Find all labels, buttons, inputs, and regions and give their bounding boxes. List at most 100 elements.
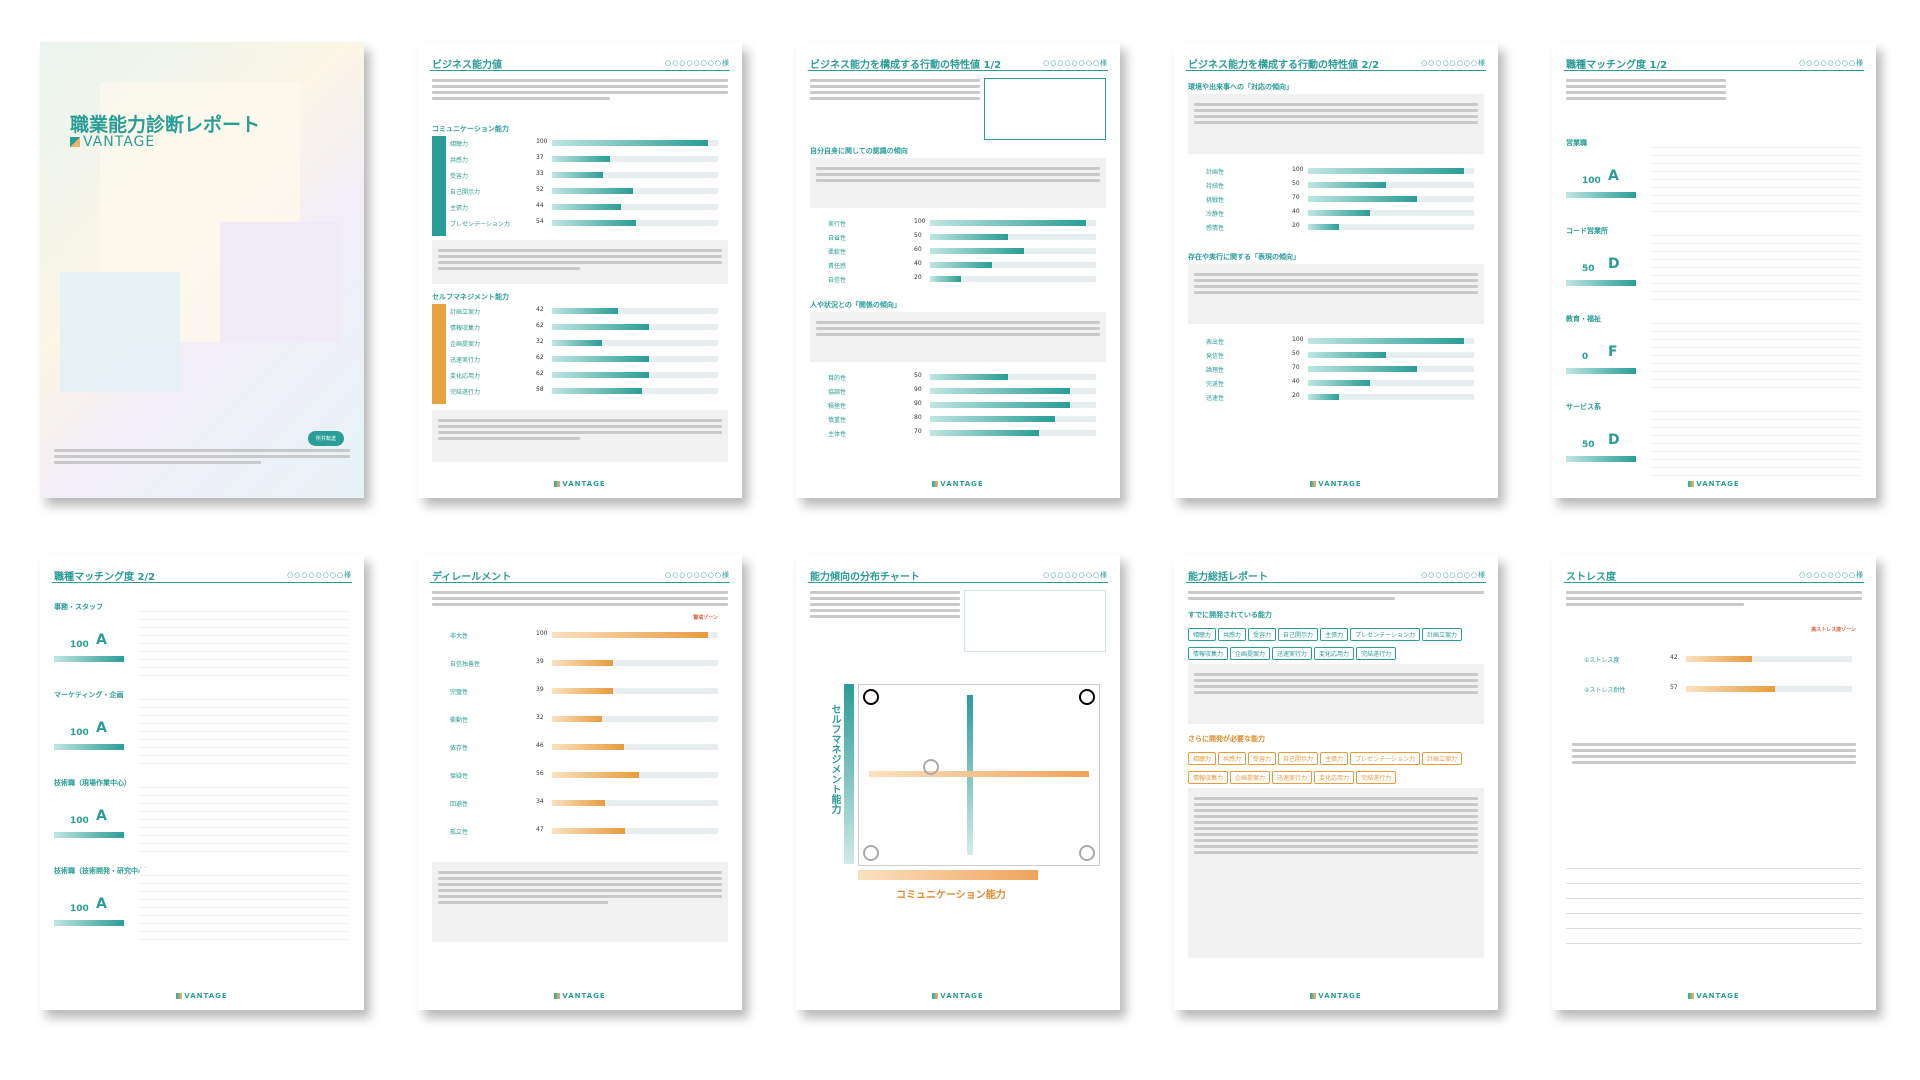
score-value: 40 xyxy=(914,260,922,267)
score-value: 60 xyxy=(914,246,922,253)
s1-advice-box xyxy=(1188,94,1484,154)
cover-title: 職業能力診断レポート xyxy=(70,114,261,136)
page-recipient: ○○○○○○○○様 xyxy=(287,571,352,579)
score-bar xyxy=(552,324,649,330)
job-name: 営業職 xyxy=(1566,139,1587,147)
score-bar xyxy=(1308,210,1370,216)
footer-brand: VANTAGE xyxy=(796,992,1120,1000)
vantage-logo-icon xyxy=(932,993,939,999)
job-score: 100 xyxy=(70,640,89,650)
page-job-matching-2[interactable]: 職種マッチング度 2/2 ○○○○○○○○様 事務・スタッフ 100 A マーケティン… xyxy=(40,554,364,1010)
self-title: セルフマネジメント能力 xyxy=(432,293,509,301)
job-score: 0 xyxy=(1582,352,1589,362)
job-detail-table xyxy=(1652,228,1862,304)
score-label: ①ストレス度 xyxy=(1584,657,1620,664)
score-row: 柔軟性 60 xyxy=(810,246,1106,256)
score-label: 自己開示力 xyxy=(450,189,481,196)
page-behavior-1[interactable]: ビジネス能力を構成する行動の特性値 1/2 ○○○○○○○○様 自分自身に関して… xyxy=(796,42,1120,498)
ability-tag: 共感力 xyxy=(1218,628,1247,641)
score-value: 20 xyxy=(1292,222,1300,229)
job-name: 事務・スタッフ xyxy=(54,603,103,611)
score-row: 主張力 44 xyxy=(432,202,728,212)
job-score: 100 xyxy=(70,728,89,738)
score-value: 42 xyxy=(1670,654,1678,661)
score-value: 39 xyxy=(536,658,544,665)
ability-tag: 自己開示力 xyxy=(1278,628,1319,641)
score-value: 62 xyxy=(536,370,544,377)
ability-tag: 企画提案力 xyxy=(1230,647,1271,660)
job-grade: A xyxy=(96,632,107,648)
score-value: 34 xyxy=(536,798,544,805)
score-row: 自信性 20 xyxy=(810,274,1106,284)
job-score: 100 xyxy=(70,816,89,826)
score-value: 46 xyxy=(536,742,544,749)
score-track xyxy=(552,204,718,210)
score-bar xyxy=(552,660,613,666)
score-bar xyxy=(930,416,1055,422)
ability-tag: 完結遂行力 xyxy=(1356,647,1397,660)
score-bar xyxy=(930,248,1024,254)
score-value: 58 xyxy=(536,386,544,393)
score-track xyxy=(552,828,718,834)
score-label: 回避性 xyxy=(450,801,469,808)
page-distribution-chart[interactable]: 能力傾向の分布チャート ○○○○○○○○様 セルフマネジメント能力 コミュニケー… xyxy=(796,554,1120,1010)
page-behavior-2[interactable]: ビジネス能力を構成する行動の特性値 2/2 ○○○○○○○○様 環境や出来事への… xyxy=(1174,42,1498,498)
page-job-matching-1[interactable]: 職種マッチング度 1/2 ○○○○○○○○様 営業職 100 A コード営業所 50 D 教… xyxy=(1552,42,1876,498)
page-title: ストレス度 xyxy=(1566,572,1616,583)
score-label: 完結遂行力 xyxy=(450,389,481,396)
s1-title: 自分自身に関しての認識の傾向 xyxy=(810,147,908,155)
job-grade: A xyxy=(96,896,107,912)
s2-box xyxy=(1188,788,1484,958)
ability-tag: 受容力 xyxy=(1248,628,1277,641)
vantage-logo-icon xyxy=(70,137,80,147)
score-row: 挑戦性 70 xyxy=(1188,194,1484,204)
ability-tag: 企画提案力 xyxy=(1230,771,1271,784)
score-track xyxy=(1686,656,1852,662)
score-row: 非大性 100 xyxy=(432,630,728,640)
ability-tag: 完結遂行力 xyxy=(1356,771,1397,784)
high-stress-zone-label: 高ストレス度ゾーン xyxy=(1811,627,1856,633)
cover-shape xyxy=(220,222,340,342)
score-track xyxy=(552,308,718,314)
score-track xyxy=(1308,352,1474,358)
score-row: 自省性 50 xyxy=(810,232,1106,242)
page-title: ディレールメント xyxy=(432,572,512,583)
score-bar xyxy=(552,188,633,194)
page-stress[interactable]: ストレス度 ○○○○○○○○様 高ストレス度ゾーン ①ストレス度 42 ②ストレス耐… xyxy=(1552,554,1876,1010)
page-derailment[interactable]: ディレールメント ○○○○○○○○様 警戒ゾーン 非大性 100 自信独善性 39 完璧… xyxy=(418,554,742,1010)
quadrant-marker xyxy=(863,689,879,705)
score-value: 70 xyxy=(1292,364,1300,371)
score-value: 100 xyxy=(536,138,548,145)
page-recipient: ○○○○○○○○様 xyxy=(1799,571,1864,579)
ability-tag: 変化応用力 xyxy=(1314,771,1355,784)
page-summary-report[interactable]: 能力総括レポート ○○○○○○○○様 すでに開発されている能力 傾聴力 共感力 受容… xyxy=(1174,554,1498,1010)
score-value: 44 xyxy=(536,202,544,209)
score-label: 挑戦性 xyxy=(1206,197,1225,204)
score-label: 迅速性 xyxy=(1206,395,1225,402)
score-label: 企画提案力 xyxy=(450,341,481,348)
score-label: 計画性 xyxy=(1206,169,1225,176)
score-row: 計画立案力 42 xyxy=(432,306,728,316)
intro-text xyxy=(1566,588,1862,609)
warning-zone-label: 警戒ゾーン xyxy=(693,615,718,621)
intro-text xyxy=(810,588,960,621)
header-rule xyxy=(1564,582,1864,583)
score-value: 33 xyxy=(536,170,544,177)
score-row: 自信独善性 39 xyxy=(432,658,728,668)
intro-text xyxy=(1188,588,1484,603)
footer-brand: VANTAGE xyxy=(1174,992,1498,1000)
page-cover[interactable]: 職業能力診断レポート VANTAGE 所井転送 xyxy=(40,42,364,498)
x-axis-label: コミュニケーション能力 xyxy=(896,890,1006,901)
score-bar xyxy=(552,172,603,178)
horizontal-arrow xyxy=(869,771,1089,777)
score-label: 衝動性 xyxy=(450,717,469,724)
job-name: サービス系 xyxy=(1566,403,1601,411)
score-label: 責任感 xyxy=(828,263,847,270)
score-bar xyxy=(552,356,649,362)
page-business-ability[interactable]: ビジネス能力値 ○○○○○○○○様 コミュニケーション能力 傾聴力 100 共感力 3… xyxy=(418,42,742,498)
score-label: 依存性 xyxy=(450,745,469,752)
score-bar xyxy=(1686,686,1775,692)
ability-tag: プレゼンテーション力 xyxy=(1350,752,1420,765)
score-bar xyxy=(552,372,649,378)
ability-tag: プレゼンテーション力 xyxy=(1350,628,1420,641)
